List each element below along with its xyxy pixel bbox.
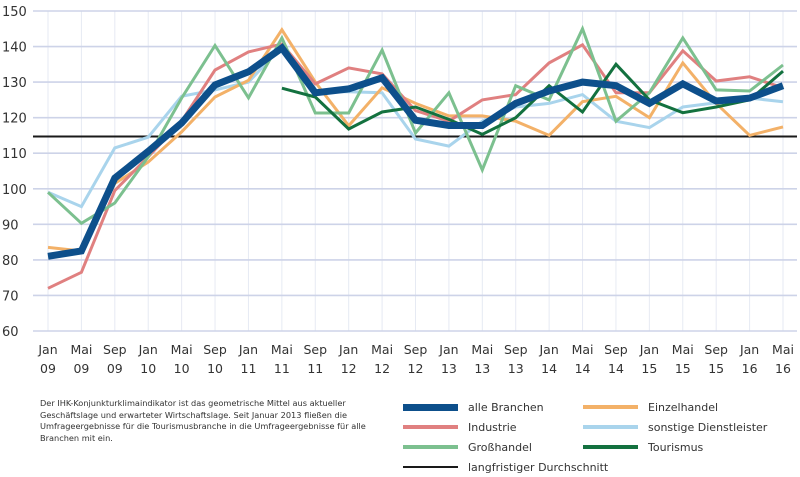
x-tick-label-month: Jan <box>338 342 358 357</box>
x-tick-label-year: 10 <box>207 361 223 376</box>
x-tick-label-year: 14 <box>541 361 557 376</box>
y-tick-label: 70 <box>2 289 19 304</box>
x-tick-label-year: 14 <box>608 361 624 376</box>
x-tick-label-month: Jan <box>538 342 558 357</box>
legend-label: Tourismus <box>648 441 703 454</box>
x-tick-label-year: 10 <box>140 361 156 376</box>
legend-label: Großhandel <box>468 441 532 454</box>
y-tick-label: 90 <box>2 218 19 233</box>
x-tick-label-month: Mai <box>572 342 594 357</box>
legend-item: Großhandel <box>403 437 532 457</box>
legend-item: langfristiger Durchschnitt <box>403 457 608 477</box>
x-tick-label-month: Mai <box>371 342 393 357</box>
x-tick-label-year: 11 <box>241 361 257 376</box>
legend-item: alle Branchen <box>403 397 544 417</box>
x-tick-label-month: Jan <box>37 342 57 357</box>
x-tick-label-year: 16 <box>775 361 791 376</box>
vertical-gridlines <box>48 11 783 331</box>
x-tick-label-year: 15 <box>675 361 691 376</box>
x-tick-label-month: Sep <box>103 342 127 357</box>
legend-item: Einzelhandel <box>583 397 718 417</box>
legend-swatch <box>583 405 638 409</box>
legend-swatch <box>403 404 458 411</box>
x-tick-label-month: Sep <box>404 342 428 357</box>
x-tick-label-month: Sep <box>303 342 327 357</box>
x-tick-label-year: 09 <box>107 361 123 376</box>
legend-label: Einzelhandel <box>648 401 718 414</box>
legend-swatch <box>583 425 638 429</box>
x-tick-label-month: Mai <box>171 342 193 357</box>
x-tick-label-month: Sep <box>604 342 628 357</box>
legend-swatch <box>583 445 638 449</box>
x-tick-label-year: 12 <box>341 361 357 376</box>
x-tick-label-month: Sep <box>504 342 528 357</box>
legend-label: langfristiger Durchschnitt <box>468 461 608 474</box>
x-tick-label-month: Jan <box>138 342 158 357</box>
x-tick-label-month: Mai <box>70 342 92 357</box>
x-tick-label-year: 14 <box>575 361 591 376</box>
y-tick-label: 130 <box>2 76 27 91</box>
legend-item: Tourismus <box>583 437 703 457</box>
x-axis-tick-labels: Jan 09 Mai 09 Sep 09 Jan 10 Mai 10 Sep 10 Jan 11 Mai 11… <box>37 342 794 376</box>
y-tick-label: 60 <box>2 325 19 340</box>
y-axis-tick-labels: 150 140 130 120 110 100 90 80 70 60 <box>2 5 27 340</box>
x-tick-label-year: 12 <box>374 361 390 376</box>
x-tick-label-month: Jan <box>739 342 759 357</box>
line-chart: 150 140 130 120 110 100 90 80 70 60 Jan 09 Mai 09 Sep… <box>0 0 800 390</box>
legend-item: sonstige Dienstleister <box>583 417 767 437</box>
legend: alle Branchen Einzelhandel Industrie sonsti… <box>403 397 800 473</box>
x-tick-label-year: 09 <box>73 361 89 376</box>
x-tick-label-year: 15 <box>708 361 724 376</box>
legend-item: Industrie <box>403 417 517 437</box>
y-tick-label: 140 <box>2 41 27 56</box>
y-tick-label: 100 <box>2 183 27 198</box>
x-tick-label-year: 13 <box>474 361 490 376</box>
x-tick-label-month: Mai <box>772 342 794 357</box>
legend-swatch <box>403 466 458 468</box>
legend-label: alle Branchen <box>468 401 544 414</box>
x-tick-label-month: Mai <box>672 342 694 357</box>
x-tick-label-month: Sep <box>203 342 227 357</box>
legend-label: sonstige Dienstleister <box>648 421 767 434</box>
y-tick-label: 150 <box>2 5 27 20</box>
footnote: Der IHK-Konjunkturklimaindikator ist das… <box>40 398 380 444</box>
x-tick-label-year: 11 <box>274 361 290 376</box>
x-tick-label-month: Jan <box>438 342 458 357</box>
x-tick-label-year: 09 <box>40 361 56 376</box>
x-tick-label-year: 13 <box>508 361 524 376</box>
legend-swatch <box>403 425 458 429</box>
x-tick-label-year: 16 <box>742 361 758 376</box>
x-tick-label-month: Jan <box>238 342 258 357</box>
x-tick-label-month: Mai <box>471 342 493 357</box>
x-tick-label-year: 13 <box>441 361 457 376</box>
x-tick-label-month: Jan <box>639 342 659 357</box>
x-tick-label-year: 10 <box>174 361 190 376</box>
legend-label: Industrie <box>468 421 517 434</box>
y-tick-label: 110 <box>2 147 27 162</box>
y-tick-label: 80 <box>2 254 19 269</box>
x-tick-label-month: Mai <box>271 342 293 357</box>
legend-swatch <box>403 445 458 449</box>
x-tick-label-month: Sep <box>704 342 728 357</box>
x-tick-label-year: 11 <box>307 361 323 376</box>
x-tick-label-year: 15 <box>641 361 657 376</box>
x-tick-label-year: 12 <box>408 361 424 376</box>
y-tick-label: 120 <box>2 112 27 127</box>
